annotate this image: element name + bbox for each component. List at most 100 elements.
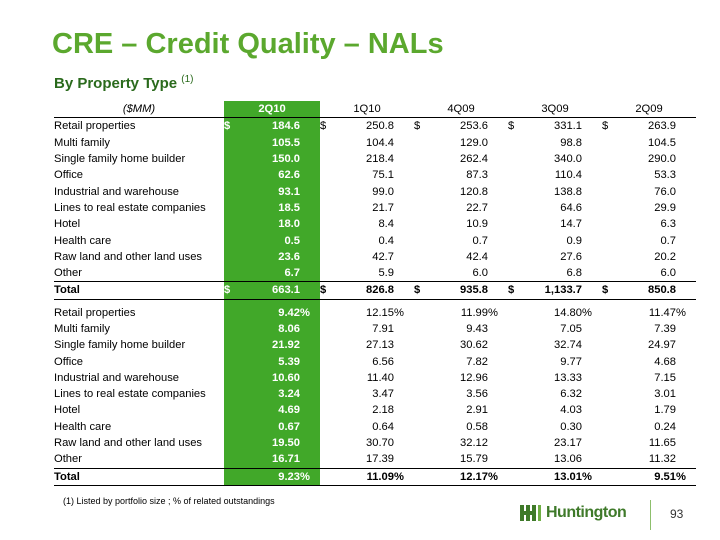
spacer-cell xyxy=(394,265,414,282)
row-label: Multi family xyxy=(54,136,110,149)
currency-symbol xyxy=(508,249,530,265)
spacer-cell xyxy=(508,370,530,386)
percent-value: 17.39 xyxy=(366,453,394,466)
amount-value: 18.5 xyxy=(244,199,300,217)
amount-value: 250.8 xyxy=(342,117,394,135)
spacer-cell xyxy=(300,150,320,168)
currency-symbol xyxy=(508,183,530,199)
spacer-cell xyxy=(488,249,508,265)
row-label: Office xyxy=(54,355,84,368)
gap-cell xyxy=(224,299,244,305)
spacer-cell xyxy=(602,435,624,451)
row-label: Health care xyxy=(54,420,112,433)
percent-value: 11.09 xyxy=(342,467,394,486)
spacer-cell xyxy=(224,320,244,338)
percent-value: 13.01 xyxy=(530,467,582,486)
percent-symbol xyxy=(394,386,414,402)
spacer-cell xyxy=(394,183,414,199)
percent-symbol xyxy=(488,321,508,337)
spacer-cell xyxy=(300,216,320,233)
percent-symbol: % xyxy=(676,306,686,319)
currency-symbol xyxy=(602,249,624,265)
amount-value: 18.0 xyxy=(244,216,300,233)
percent-value: 6.32 xyxy=(560,388,582,401)
spacer-cell xyxy=(320,435,342,451)
row-label: Other xyxy=(54,453,82,466)
currency-symbol xyxy=(602,151,624,167)
amount-row: Single family home builder 150.0 218.4 262.… xyxy=(54,150,696,168)
amount-value: 6.8 xyxy=(566,267,582,280)
percent-symbol: % xyxy=(394,306,404,319)
currency-symbol xyxy=(602,232,624,248)
percent-value: 4.68 xyxy=(654,355,676,368)
spacer-cell xyxy=(414,467,436,486)
spacer-cell xyxy=(414,451,436,468)
amount-value: 105.5 xyxy=(244,134,300,151)
percent-value: 24.97 xyxy=(648,339,676,352)
spacer-cell xyxy=(300,248,320,265)
spacer-cell xyxy=(508,321,530,337)
percent-symbol: % xyxy=(394,467,414,486)
spacer-cell xyxy=(582,249,602,265)
amount-value: 263.9 xyxy=(624,117,676,135)
percent-symbol xyxy=(394,353,414,369)
currency-symbol: $ xyxy=(508,117,530,135)
currency-symbol xyxy=(508,232,530,248)
percent-row: Other 16.71 17.39 15.79 13.06 11.32 xyxy=(54,451,696,469)
currency-symbol xyxy=(508,200,530,216)
percent-value: 2.91 xyxy=(466,404,488,417)
spacer-cell xyxy=(320,451,342,468)
spacer-cell xyxy=(394,135,414,151)
percent-row: Hotel 4.69 2.18 2.91 4.03 1.79 xyxy=(54,402,696,419)
spacer-cell xyxy=(488,117,508,135)
percent-value: 0.64 xyxy=(372,420,394,433)
currency-symbol xyxy=(602,167,624,183)
amount-row: Multi family 105.5 104.4 129.0 98.8 104.5 xyxy=(54,134,696,151)
percent-symbol xyxy=(394,370,414,386)
currency-symbol xyxy=(320,167,342,183)
spacer-cell xyxy=(676,183,696,199)
spacer-cell xyxy=(676,265,696,282)
amount-value: 218.4 xyxy=(366,153,394,166)
spacer-cell xyxy=(488,265,508,282)
subtitle-text: By Property Type xyxy=(54,75,178,92)
spacer-cell xyxy=(300,117,320,135)
spacer-cell xyxy=(676,200,696,216)
amount-value: 290.0 xyxy=(648,153,676,166)
currency-symbol xyxy=(602,183,624,199)
percent-symbol xyxy=(300,337,320,354)
percent-row: Retail properties 9.42% 12.15% 11.99% 14.80%… xyxy=(54,304,696,321)
amount-value: 75.1 xyxy=(372,169,394,182)
currency-symbol: $ xyxy=(602,117,624,135)
amount-value: 23.6 xyxy=(244,248,300,265)
percent-value: 12.96 xyxy=(460,371,488,384)
spacer-cell xyxy=(602,419,624,435)
amount-value: 826.8 xyxy=(342,281,394,300)
amount-row: Health care 0.5 0.4 0.7 0.9 0.7 xyxy=(54,232,696,249)
spacer-cell xyxy=(582,232,602,248)
currency-symbol: $ xyxy=(224,117,244,135)
spacer-cell xyxy=(602,321,624,337)
amount-value: 29.9 xyxy=(654,201,676,214)
amount-value: 0.4 xyxy=(378,234,394,247)
amount-row: Raw land and other land uses 23.6 42.7 42.4… xyxy=(54,248,696,265)
percent-value: 12.17 xyxy=(436,467,488,486)
spacer-cell xyxy=(582,265,602,282)
percent-value: 14.80 xyxy=(554,306,582,319)
spacer-cell xyxy=(602,402,624,418)
spacer-cell xyxy=(224,418,244,435)
row-label: Industrial and warehouse xyxy=(54,185,180,198)
spacer-cell xyxy=(320,419,342,435)
gap-cell xyxy=(244,299,300,305)
spacer-cell xyxy=(582,117,602,135)
percent-symbol: % xyxy=(582,306,592,319)
amount-value: 340.0 xyxy=(554,153,582,166)
percent-symbol xyxy=(676,353,696,369)
row-label: Other xyxy=(54,267,82,280)
percent-symbol xyxy=(582,435,602,451)
amount-value: 850.8 xyxy=(624,281,676,300)
amount-value: 0.5 xyxy=(244,232,300,249)
spacer-cell xyxy=(414,435,436,451)
percent-symbol xyxy=(394,419,414,435)
percent-symbol: % xyxy=(582,467,602,486)
